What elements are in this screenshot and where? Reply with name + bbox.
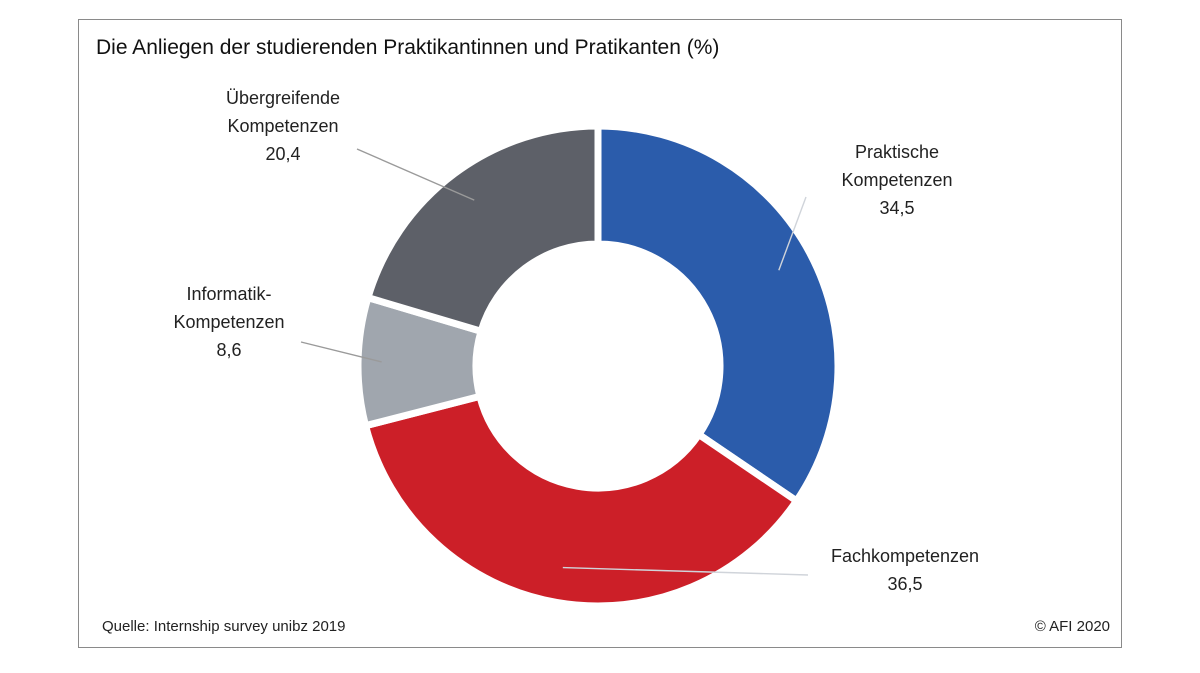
leader-line-fachkompetenzen — [562, 566, 809, 576]
label-value: 20,4 — [265, 144, 300, 164]
label-text: Übergreifende — [226, 88, 340, 108]
slice-fachkompetenzen — [361, 392, 802, 610]
label-text: Kompetenzen — [227, 116, 338, 136]
label-value: 34,5 — [879, 198, 914, 218]
slice-praktische-kompetenzen — [594, 122, 842, 506]
label-value: 36,5 — [887, 574, 922, 594]
label-text: Kompetenzen — [173, 312, 284, 332]
leader-line-übergreifende-kompetenzen — [356, 148, 475, 201]
label-text: Praktische — [855, 142, 939, 162]
leader-line-informatik-kompetenzen — [300, 341, 382, 363]
slice-übergreifende-kompetenzen — [363, 122, 602, 336]
label-praktische-kompetenzen: Praktische Kompetenzen 34,5 — [841, 142, 952, 218]
label-fachkompetenzen: Fachkompetenzen 36,5 — [831, 546, 979, 594]
chart-title: Die Anliegen der studierenden Praktikant… — [96, 36, 720, 59]
label-informatik-kompetenzen: Informatik- Kompetenzen 8,6 — [173, 284, 284, 360]
chart-frame — [78, 19, 1122, 648]
source-note: Quelle: Internship survey unibz 2019 — [102, 618, 346, 635]
label-value: 8,6 — [216, 340, 241, 360]
label-text: Informatik- — [186, 284, 271, 304]
copyright-note: © AFI 2020 — [1034, 618, 1110, 635]
label-text: Kompetenzen — [841, 170, 952, 190]
leader-line-praktische-kompetenzen — [778, 196, 807, 271]
label-übergreifende-kompetenzen: Übergreifende Kompetenzen 20,4 — [226, 88, 340, 164]
label-text: Fachkompetenzen — [831, 546, 979, 566]
